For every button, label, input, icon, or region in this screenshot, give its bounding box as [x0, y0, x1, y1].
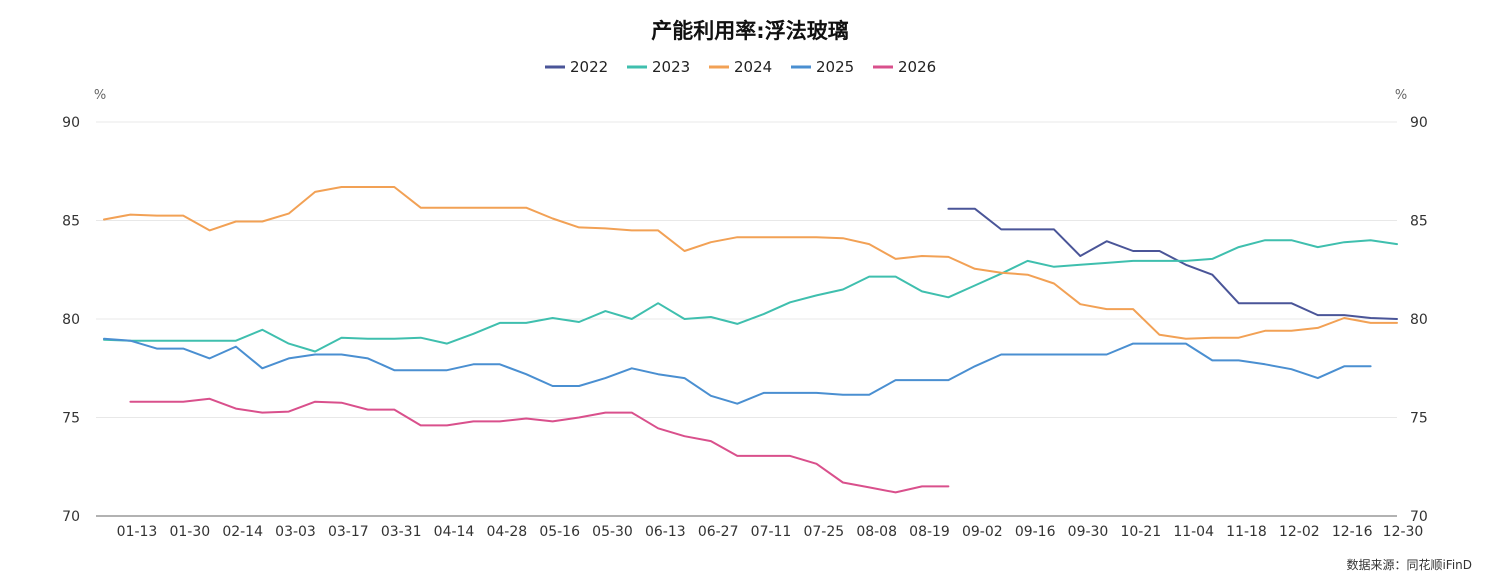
x-tick-label: 01-30 [169, 524, 210, 540]
legend-label: 2023 [652, 58, 690, 76]
x-tick-label: 03-03 [275, 524, 316, 540]
y-tick-label-right: 75 [1410, 411, 1428, 427]
x-tick-label: 07-11 [751, 524, 792, 540]
x-tick-label: 06-13 [645, 524, 686, 540]
series-lines [103, 186, 1398, 494]
x-tick-label: 10-21 [1120, 524, 1161, 540]
x-tick-label: 11-18 [1226, 524, 1267, 540]
y-tick-label-left: 80 [62, 312, 80, 328]
x-tick-label: 03-31 [381, 524, 422, 540]
y-tick-label-right: 70 [1410, 509, 1428, 525]
x-tick-label: 05-16 [539, 524, 580, 540]
x-tick-label: 05-30 [592, 524, 633, 540]
x-tick-label: 09-30 [1068, 524, 1109, 540]
series-line-2025 [103, 337, 1372, 405]
y-tick-label-left: 90 [62, 115, 80, 131]
x-tick-label: 12-30 [1383, 524, 1424, 540]
series-line-2026 [129, 397, 950, 494]
y-tick-label-right: 85 [1410, 214, 1428, 230]
x-tick-label: 04-14 [434, 524, 475, 540]
y-tick-label-right: 90 [1410, 115, 1428, 131]
legend-item-2022[interactable]: 2022 [545, 58, 608, 76]
chart-title: 产能利用率:浮法玻璃 [651, 19, 848, 43]
x-tick-label: 04-28 [486, 524, 527, 540]
y-axis-right: 70 75 80 85 90 [1410, 115, 1428, 525]
y-unit-left: % [94, 88, 106, 103]
series-line-2024 [103, 186, 1398, 340]
legend-item-2023[interactable]: 2023 [627, 58, 690, 76]
y-tick-label-right: 80 [1410, 312, 1428, 328]
grid-lines [96, 121, 1397, 418]
x-tick-label: 12-02 [1279, 524, 1320, 540]
legend-label: 2024 [734, 58, 772, 76]
x-tick-label: 09-16 [1015, 524, 1056, 540]
x-axis: 01-13 01-30 02-14 03-03 03-17 03-31 04-14 04-28… [96, 515, 1424, 540]
legend-item-2024[interactable]: 2024 [709, 58, 772, 76]
x-tick-label: 08-19 [909, 524, 950, 540]
data-source: 数据来源：同花顺iFinD [1346, 557, 1472, 572]
legend-item-2025[interactable]: 2025 [791, 58, 854, 76]
x-tick-label: 01-13 [117, 524, 158, 540]
x-tick-label: 06-27 [698, 524, 739, 540]
y-axis-left: 70 75 80 85 90 [62, 115, 80, 525]
chart-legend: 2022 2023 2024 2025 2026 [545, 58, 936, 76]
x-tick-label: 02-14 [222, 524, 263, 540]
legend-label: 2026 [898, 58, 936, 76]
legend-label: 2022 [570, 58, 608, 76]
x-tick-label: 09-02 [962, 524, 1003, 540]
y-tick-label-left: 85 [62, 214, 80, 230]
x-tick-label: 11-04 [1173, 524, 1214, 540]
y-unit-right: % [1395, 88, 1407, 103]
x-tick-label: 03-17 [328, 524, 369, 540]
legend-label: 2025 [816, 58, 854, 76]
x-tick-label: 08-08 [856, 524, 897, 540]
legend-item-2026[interactable]: 2026 [873, 58, 936, 76]
y-tick-label-left: 75 [62, 411, 80, 427]
x-tick-label: 07-25 [803, 524, 844, 540]
x-tick-label: 12-16 [1332, 524, 1373, 540]
series-line-2022 [947, 207, 1398, 320]
y-tick-label-left: 70 [62, 509, 80, 525]
series-line-2023 [103, 239, 1398, 353]
